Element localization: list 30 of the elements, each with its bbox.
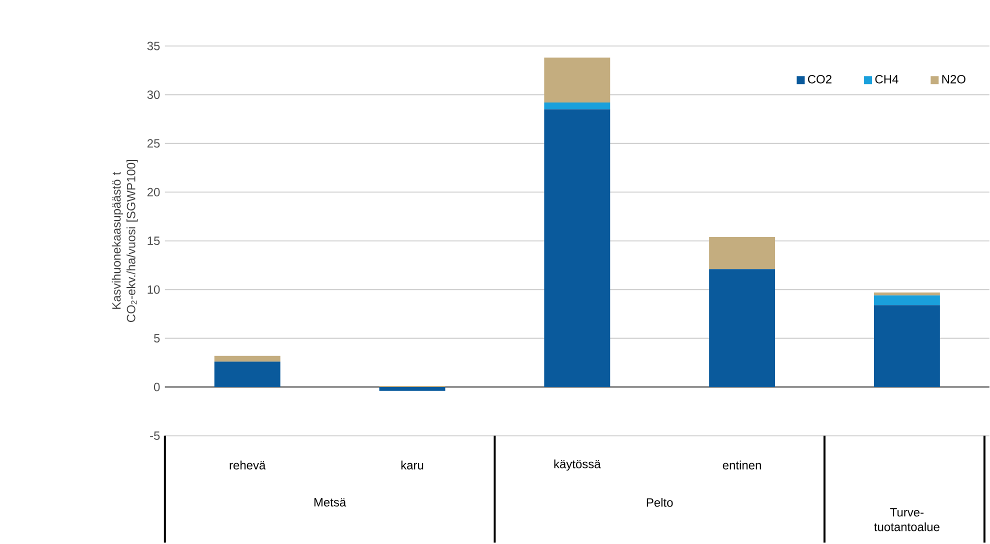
y-tick-label: 10 — [148, 285, 160, 294]
bar — [544, 102, 610, 110]
x-tick-label: rehevä — [230, 460, 266, 470]
x-tick-label: käytössä — [554, 460, 601, 471]
text: Metsä — [314, 498, 346, 507]
bar — [709, 237, 776, 270]
y-tick-label: -5 — [150, 432, 160, 440]
bar — [874, 296, 940, 306]
bar — [544, 109, 610, 388]
bar — [214, 356, 280, 362]
bar — [709, 269, 776, 388]
legend-label: CH4 — [875, 75, 898, 84]
x-tick-label: karu — [401, 460, 424, 470]
bar — [874, 292, 940, 296]
y-tick-label: 25 — [147, 139, 160, 148]
text: Pelto — [646, 498, 673, 507]
x-tick-label: entinen — [722, 460, 761, 470]
y-tick-label: 35 — [147, 42, 160, 50]
y-tick-label: 30 — [147, 90, 160, 100]
legend-label: N2O — [942, 75, 966, 84]
bar — [379, 387, 446, 392]
y-tick-label: 15 — [148, 236, 160, 246]
bar — [874, 305, 940, 388]
text: Turve-tuotantoalue — [874, 508, 940, 532]
y-tick-label: 5 — [154, 334, 160, 343]
y-tick-label: 20 — [147, 188, 160, 197]
bar — [544, 58, 610, 103]
bar — [214, 362, 280, 388]
y-tick-label: 0 — [154, 382, 160, 392]
legend-label: CO2 — [808, 75, 832, 84]
